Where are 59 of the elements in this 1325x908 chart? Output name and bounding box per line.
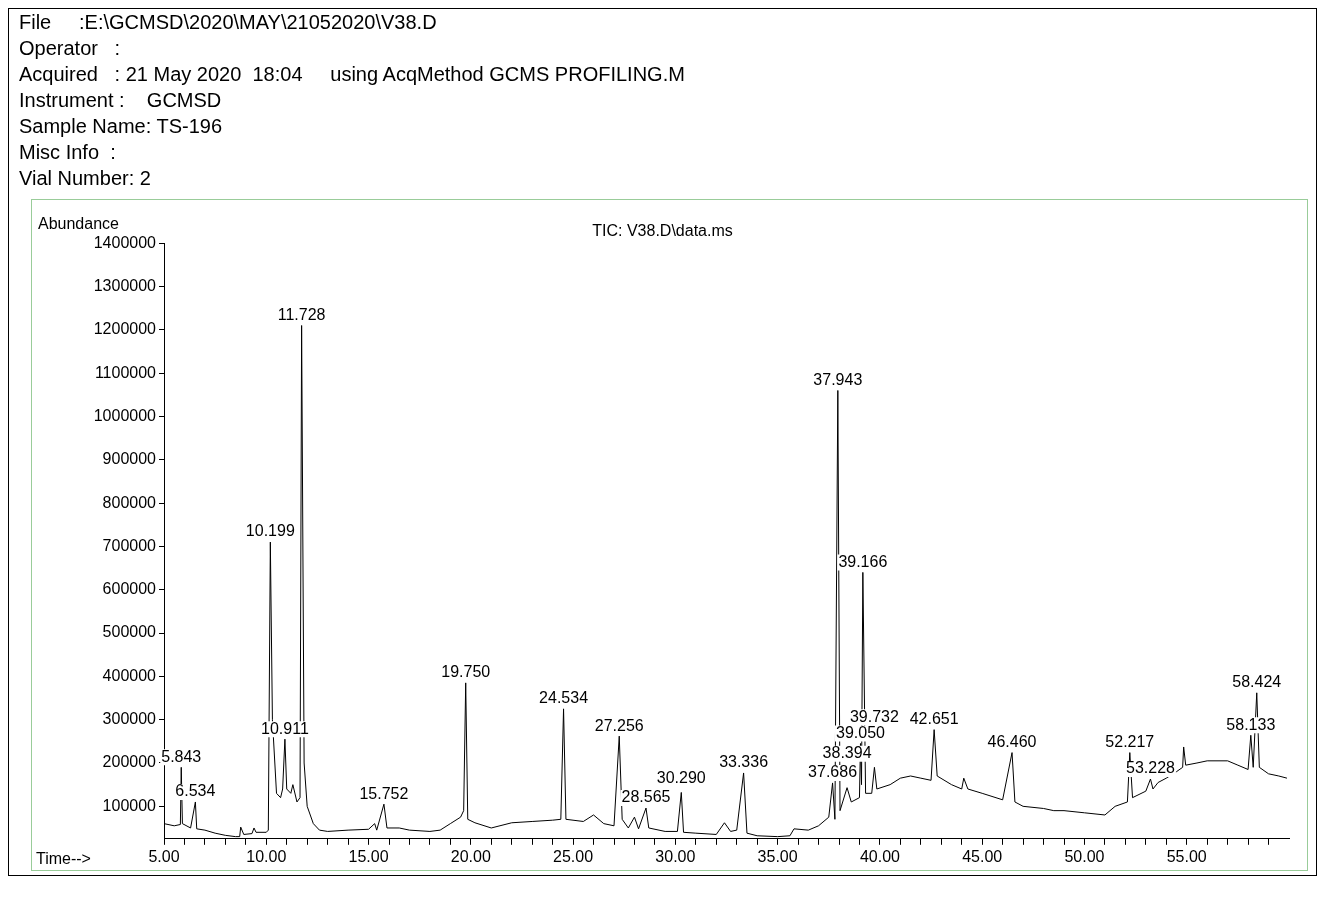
- y-tick-label: 1300000: [93, 276, 157, 294]
- annotation: 39.732: [849, 707, 899, 725]
- annotation: 15.752: [359, 784, 409, 802]
- y-tick-label: 900000: [102, 450, 157, 468]
- annotation: 6.534: [175, 782, 216, 800]
- x-tick-label: 20.00: [450, 847, 491, 865]
- text: Misc Info :: [19, 140, 117, 165]
- annotation: 46.460: [987, 733, 1037, 751]
- y-tick-label: 200000: [102, 753, 157, 771]
- y-tick-label: 1100000: [94, 363, 157, 381]
- x-tick-label: 50.00: [1064, 847, 1105, 865]
- annotation: 39.166: [838, 552, 888, 570]
- annotation: 37.943: [813, 370, 863, 388]
- x-axis-title: Time-->: [36, 850, 91, 868]
- x-tick-label: 10.00: [246, 847, 287, 865]
- y-tick-label: 100000: [102, 796, 157, 814]
- annotation: 53.228: [1126, 759, 1176, 777]
- x-tick-label: 30.00: [655, 847, 696, 865]
- y-tick-label: 1400000: [93, 233, 157, 251]
- x-tick-label: 45.00: [962, 847, 1003, 865]
- chart-title: TIC: V38.D\data.ms: [592, 222, 733, 240]
- x-tick-label: 15.00: [348, 847, 389, 865]
- annotation: 5.843: [161, 747, 202, 765]
- y-tick-label: 400000: [102, 666, 157, 684]
- annotation: 58.424: [1232, 673, 1282, 691]
- text: File :E:\GCMSD\2020\MAY\21052020\V38.D: [19, 10, 438, 35]
- y-tick-label: 800000: [102, 493, 157, 511]
- y-axis-title: Abundance: [38, 214, 120, 232]
- annotation: 39.050: [836, 723, 886, 741]
- y-tick-label: 1000000: [93, 406, 157, 424]
- annotation: 42.651: [909, 710, 959, 728]
- annotation: 30.290: [656, 768, 706, 786]
- annotation: 37.686: [808, 763, 858, 781]
- y-tick-label: 600000: [102, 580, 157, 598]
- text: Instrument : GCMSD: [19, 88, 223, 113]
- annotation: 52.217: [1105, 733, 1155, 751]
- annotation: 24.534: [539, 689, 589, 707]
- x-tick-label: 55.00: [1166, 847, 1207, 865]
- text: Operator :: [19, 36, 122, 61]
- annotation: 33.336: [719, 753, 769, 771]
- text: Acquired : 21 May 2020 18:04 using AcqMethod GCMS PROFILING.M: [19, 62, 686, 87]
- x-tick-label: 40.00: [859, 847, 901, 865]
- y-tick-label: 700000: [102, 536, 157, 554]
- annotation: 10.911: [261, 719, 309, 737]
- y-tick-label: 300000: [102, 710, 157, 728]
- annotation: 27.256: [594, 716, 644, 734]
- text: Vial Number: 2: [19, 166, 152, 191]
- x-tick-label: 25.00: [553, 847, 594, 865]
- y-tick-label: 1200000: [93, 320, 157, 338]
- annotation: 11.728: [277, 305, 326, 323]
- x-tick-label: 5.00: [148, 847, 180, 865]
- x-tick-label: 35.00: [757, 847, 798, 865]
- annotation: 28.565: [621, 788, 671, 806]
- y-tick-label: 500000: [102, 623, 157, 641]
- annotation: 58.133: [1226, 715, 1276, 733]
- text: Sample Name: TS-196: [19, 114, 224, 139]
- annotation: 10.199: [245, 522, 295, 540]
- annotation: 38.394: [822, 744, 872, 762]
- annotation: 19.750: [441, 663, 491, 681]
